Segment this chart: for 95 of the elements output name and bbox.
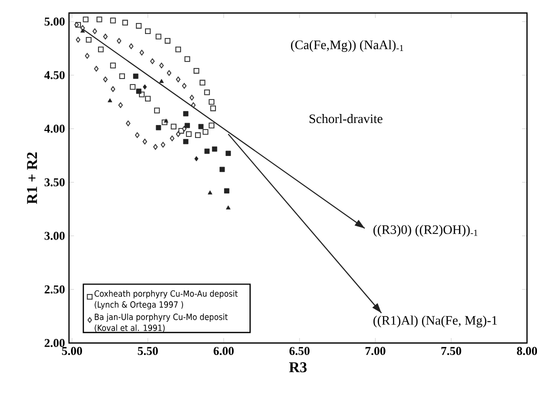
x-tick-label: 8.00	[516, 346, 537, 356]
y-tick-label: 4.00	[44, 124, 65, 133]
point	[116, 38, 122, 44]
point	[76, 36, 80, 43]
x-axis-title: R3	[289, 362, 307, 372]
point	[204, 89, 210, 96]
point	[145, 96, 151, 102]
point	[108, 98, 112, 102]
point	[204, 148, 210, 154]
point	[156, 34, 162, 40]
y-axis-title: R1 + R2	[27, 152, 37, 204]
annotation: ((R1)Al) (Na(Fe, Mg)-1	[373, 316, 497, 328]
point	[170, 136, 174, 142]
annotation: ((R3)0) ((R2)OH))$_{-1}$	[373, 224, 478, 237]
y-tick-label: 4.50	[44, 71, 65, 80]
point	[103, 34, 108, 40]
y-tick-label: 3.00	[44, 232, 65, 240]
point	[122, 20, 128, 26]
point	[164, 38, 170, 44]
point	[176, 76, 180, 82]
y-tick-label: 2.00	[44, 338, 65, 348]
point	[164, 118, 168, 123]
point	[182, 83, 187, 89]
point	[194, 156, 198, 162]
x-tick-label: 6.50	[289, 346, 310, 356]
point	[183, 138, 188, 144]
point	[175, 46, 182, 52]
point	[135, 132, 140, 138]
point	[176, 131, 180, 137]
point	[80, 28, 85, 33]
point	[224, 188, 230, 194]
point	[156, 125, 162, 130]
point	[226, 150, 231, 156]
annotation: Schorl-dravite	[310, 114, 382, 124]
point	[92, 28, 98, 34]
x-tick-label: 5.00	[62, 346, 82, 356]
point	[159, 78, 164, 83]
point	[145, 28, 151, 34]
point	[160, 142, 166, 148]
point	[191, 102, 196, 108]
point	[82, 16, 89, 22]
x-tick-label: 6.00	[214, 346, 234, 356]
point	[194, 68, 200, 74]
point	[119, 73, 125, 80]
point	[182, 126, 187, 132]
point	[86, 36, 92, 43]
point	[198, 124, 204, 130]
x-tick-label: 5.50	[138, 346, 158, 356]
point	[154, 108, 160, 114]
point	[184, 122, 190, 128]
point	[110, 18, 116, 24]
point	[220, 166, 225, 172]
point	[195, 132, 201, 138]
point	[200, 80, 206, 86]
point	[133, 74, 138, 79]
point	[94, 66, 99, 72]
point	[208, 99, 214, 105]
point	[130, 84, 136, 90]
point	[186, 131, 192, 137]
point	[208, 122, 214, 128]
point	[142, 84, 147, 90]
point	[136, 23, 142, 29]
point	[153, 144, 158, 150]
point	[136, 88, 142, 94]
x-tick-label: 7.50	[441, 346, 462, 356]
point	[159, 62, 164, 68]
point	[142, 138, 148, 144]
point	[208, 190, 212, 194]
point	[170, 124, 176, 130]
point	[128, 43, 134, 50]
point	[98, 46, 104, 52]
legend-label: Ba jan-Ula porphyry Cu-Mo deposit (Koval et al. 1991)	[94, 314, 228, 332]
y-tick-label: 5.00	[44, 18, 65, 26]
point	[150, 58, 155, 64]
point	[103, 76, 108, 82]
point	[190, 94, 194, 100]
point	[210, 106, 216, 112]
point	[212, 146, 218, 152]
point	[140, 50, 144, 56]
point	[118, 102, 123, 108]
point	[226, 205, 231, 210]
point	[183, 111, 188, 116]
point	[110, 62, 116, 68]
y-tick-label: 2.50	[44, 285, 65, 294]
point	[166, 70, 172, 76]
y-tick-label: 3.50	[44, 178, 65, 186]
point	[96, 16, 102, 22]
point	[202, 129, 208, 135]
point	[84, 53, 90, 59]
point	[110, 86, 116, 92]
point	[184, 56, 190, 62]
annotation: (Ca(Fe,Mg)) (NaAl)$_{-1}$	[291, 40, 404, 52]
x-tick-label: 7.00	[366, 346, 386, 356]
point	[126, 120, 130, 126]
legend-label: Coxheath porphyry Cu-Mo-Au deposit (Lynch & Ortega 1997 )	[94, 290, 238, 310]
